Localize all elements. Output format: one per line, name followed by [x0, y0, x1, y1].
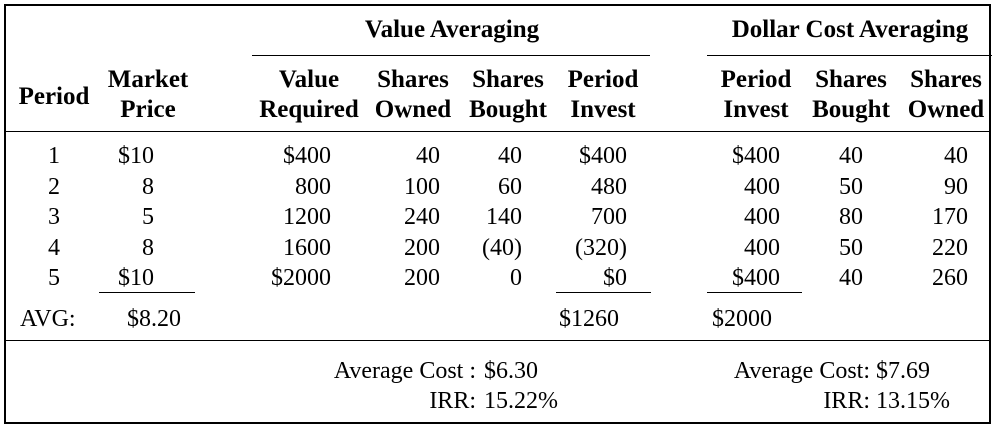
- cell-va-value-required: 1200: [283, 204, 331, 230]
- cell-va-period-invest: (320): [575, 234, 627, 261]
- dca-invest-total: $2000: [712, 306, 772, 332]
- cell-dca-period-invest: $400: [732, 143, 780, 169]
- va-invest-total-underline: [556, 292, 651, 293]
- cell-market-price: 8: [142, 234, 154, 261]
- avg-price: $8.20: [127, 306, 181, 332]
- cell-dca-shares-bought: 80: [839, 204, 863, 230]
- cell-va-shares-bought: (40): [482, 234, 522, 261]
- header-va-value-required-line2: Required: [259, 96, 359, 123]
- header-dca-shares-owned-line2: Owned: [907, 96, 985, 123]
- summary-rule: [6, 340, 989, 341]
- cell-market-price: $10: [118, 265, 154, 291]
- cell-dca-shares-owned: 170: [932, 204, 968, 230]
- dca-average-cost-value: $7.69: [876, 358, 930, 384]
- cell-dca-shares-bought: 50: [839, 234, 863, 261]
- cell-period: 5: [48, 265, 60, 291]
- cell-va-shares-owned: 40: [416, 143, 440, 169]
- cell-period: 2: [48, 173, 60, 200]
- price-total-underline: [99, 292, 195, 293]
- header-dca-period-invest-line2: Invest: [723, 96, 789, 123]
- cell-va-period-invest: $0: [603, 265, 627, 291]
- cell-dca-shares-owned: 40: [944, 143, 968, 169]
- cell-dca-period-invest: $400: [732, 265, 780, 291]
- header-dca-shares-bought-line1: Shares: [815, 66, 887, 93]
- dca-irr-value: 13.15%: [876, 388, 950, 414]
- header-dca-shares-owned-line1: Shares: [910, 66, 982, 93]
- cell-va-period-invest: $400: [579, 143, 627, 169]
- cell-va-value-required: 1600: [283, 234, 331, 261]
- cell-period: 3: [48, 204, 60, 230]
- header-market-price-line1: Market: [107, 66, 189, 93]
- header-va-shares-owned-line2: Owned: [374, 96, 452, 123]
- header-va-shares-owned-line1: Shares: [377, 66, 449, 93]
- va-invest-total: $1260: [559, 306, 619, 332]
- dca-invest-total-underline: [707, 292, 802, 293]
- header-dca-period-invest-line1: Period: [720, 66, 792, 93]
- cell-dca-period-invest: 400: [744, 173, 780, 200]
- cell-va-shares-owned: 240: [404, 204, 440, 230]
- cell-period: 4: [48, 234, 60, 261]
- cell-va-period-invest: 700: [591, 204, 627, 230]
- cell-dca-shares-owned: 220: [932, 234, 968, 261]
- cell-dca-shares-owned: 90: [944, 173, 968, 200]
- header-rule: [6, 131, 989, 132]
- cell-period: 1: [48, 143, 60, 169]
- va-average-cost-value: $6.30: [484, 358, 538, 384]
- cell-va-period-invest: 480: [591, 173, 627, 200]
- cell-market-price: 5: [142, 204, 154, 230]
- cell-dca-shares-bought: 50: [839, 173, 863, 200]
- cell-va-shares-bought: 140: [486, 204, 522, 230]
- group-underline-dca: [707, 55, 992, 56]
- cell-dca-shares-owned: 260: [932, 265, 968, 291]
- group-header-value-averaging: Value Averaging: [364, 16, 540, 43]
- cell-market-price: 8: [142, 173, 154, 200]
- header-va-shares-bought-line1: Shares: [472, 66, 544, 93]
- header-market-price-line2: Price: [120, 96, 176, 123]
- cell-va-value-required: $2000: [271, 265, 331, 291]
- avg-label: AVG:: [20, 306, 76, 332]
- cell-market-price: $10: [118, 143, 154, 169]
- va-irr-label: IRR:: [429, 388, 476, 414]
- header-period: Period: [18, 83, 90, 110]
- va-irr-value: 15.22%: [484, 388, 558, 414]
- cell-va-shares-bought: 0: [510, 265, 522, 291]
- group-underline-va: [252, 55, 650, 56]
- table-frame: [4, 4, 991, 424]
- cell-va-shares-bought: 60: [498, 173, 522, 200]
- cell-va-shares-owned: 200: [404, 265, 440, 291]
- cell-dca-shares-bought: 40: [839, 143, 863, 169]
- header-dca-shares-bought-line2: Bought: [812, 96, 890, 123]
- cell-va-value-required: 800: [295, 173, 331, 200]
- cell-dca-period-invest: 400: [744, 234, 780, 261]
- dca-average-cost-label: Average Cost:: [733, 358, 870, 384]
- cell-va-shares-owned: 200: [404, 234, 440, 261]
- dca-irr-label: IRR:: [823, 388, 870, 414]
- cell-va-shares-owned: 100: [404, 173, 440, 200]
- va-average-cost-label: Average Cost :: [333, 358, 476, 384]
- header-va-shares-bought-line2: Bought: [469, 96, 547, 123]
- header-va-value-required-line1: Value: [278, 66, 340, 93]
- group-header-dollar-cost-averaging: Dollar Cost Averaging: [731, 16, 969, 43]
- header-va-period-invest-line1: Period: [567, 66, 639, 93]
- cell-dca-period-invest: 400: [744, 204, 780, 230]
- cell-va-value-required: $400: [283, 143, 331, 169]
- cell-va-shares-bought: 40: [498, 143, 522, 169]
- header-va-period-invest-line2: Invest: [570, 96, 636, 123]
- cell-dca-shares-bought: 40: [839, 265, 863, 291]
